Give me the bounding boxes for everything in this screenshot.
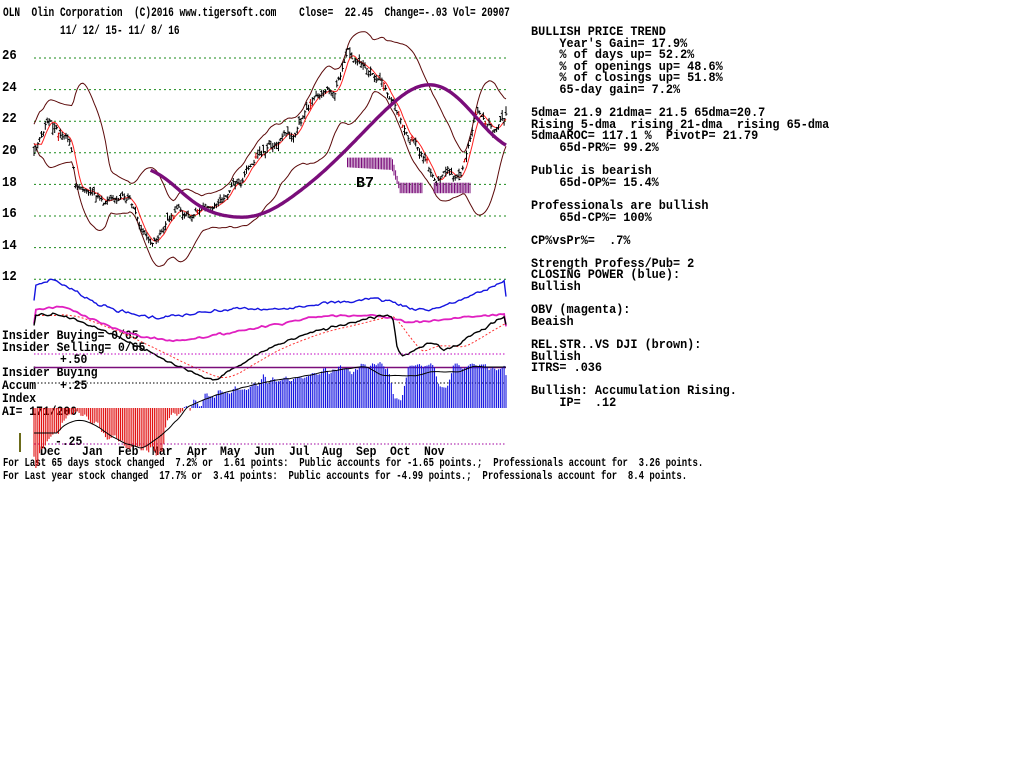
svg-text:B7: B7 (356, 175, 374, 192)
